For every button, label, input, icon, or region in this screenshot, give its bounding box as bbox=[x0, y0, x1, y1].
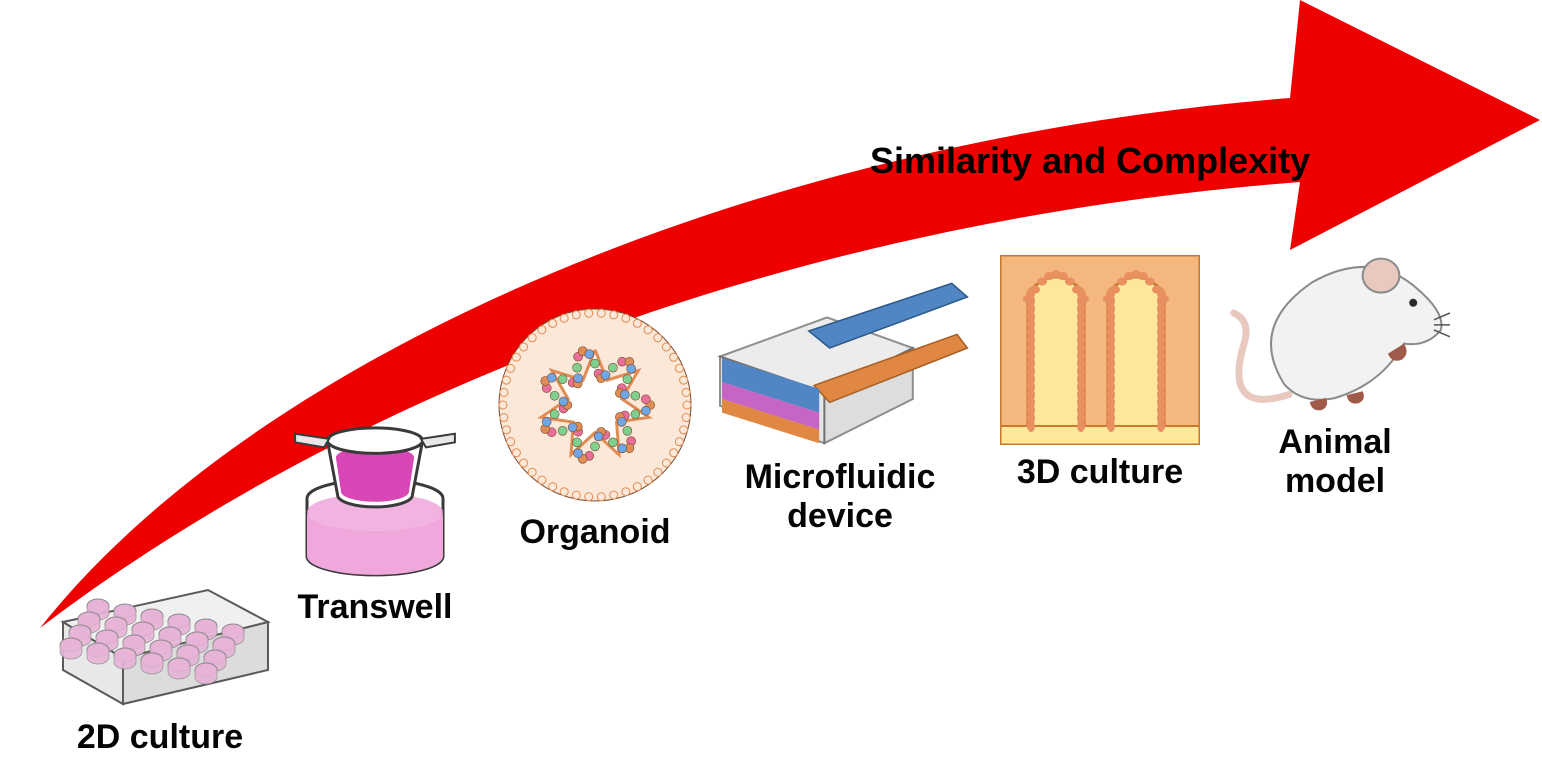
animal-model-label: Animal model bbox=[1215, 423, 1455, 501]
diagram-stage: Similarity and Complexity 2D culture Tra… bbox=[0, 0, 1542, 760]
microfluidic-icon bbox=[700, 280, 980, 450]
3d-culture-icon bbox=[985, 255, 1215, 445]
2d-culture-item: 2D culture bbox=[30, 580, 290, 757]
3d-culture-item: 3D culture bbox=[985, 255, 1215, 492]
animal-model-icon bbox=[1215, 245, 1455, 415]
2d-culture-icon bbox=[30, 580, 290, 710]
microfluidic-label: Microfluidic device bbox=[700, 458, 980, 536]
organoid-icon bbox=[480, 305, 710, 505]
transwell-label: Transwell bbox=[265, 588, 485, 627]
2d-culture-label: 2D culture bbox=[30, 718, 290, 757]
3d-culture-label: 3D culture bbox=[985, 453, 1215, 492]
transwell-icon bbox=[265, 410, 485, 580]
arrow-label: Similarity and Complexity bbox=[870, 140, 1310, 182]
microfluidic-item: Microfluidic device bbox=[700, 280, 980, 536]
organoid-item: Organoid bbox=[480, 305, 710, 552]
transwell-item: Transwell bbox=[265, 410, 485, 627]
organoid-label: Organoid bbox=[480, 513, 710, 552]
animal-model-item: Animal model bbox=[1215, 245, 1455, 501]
